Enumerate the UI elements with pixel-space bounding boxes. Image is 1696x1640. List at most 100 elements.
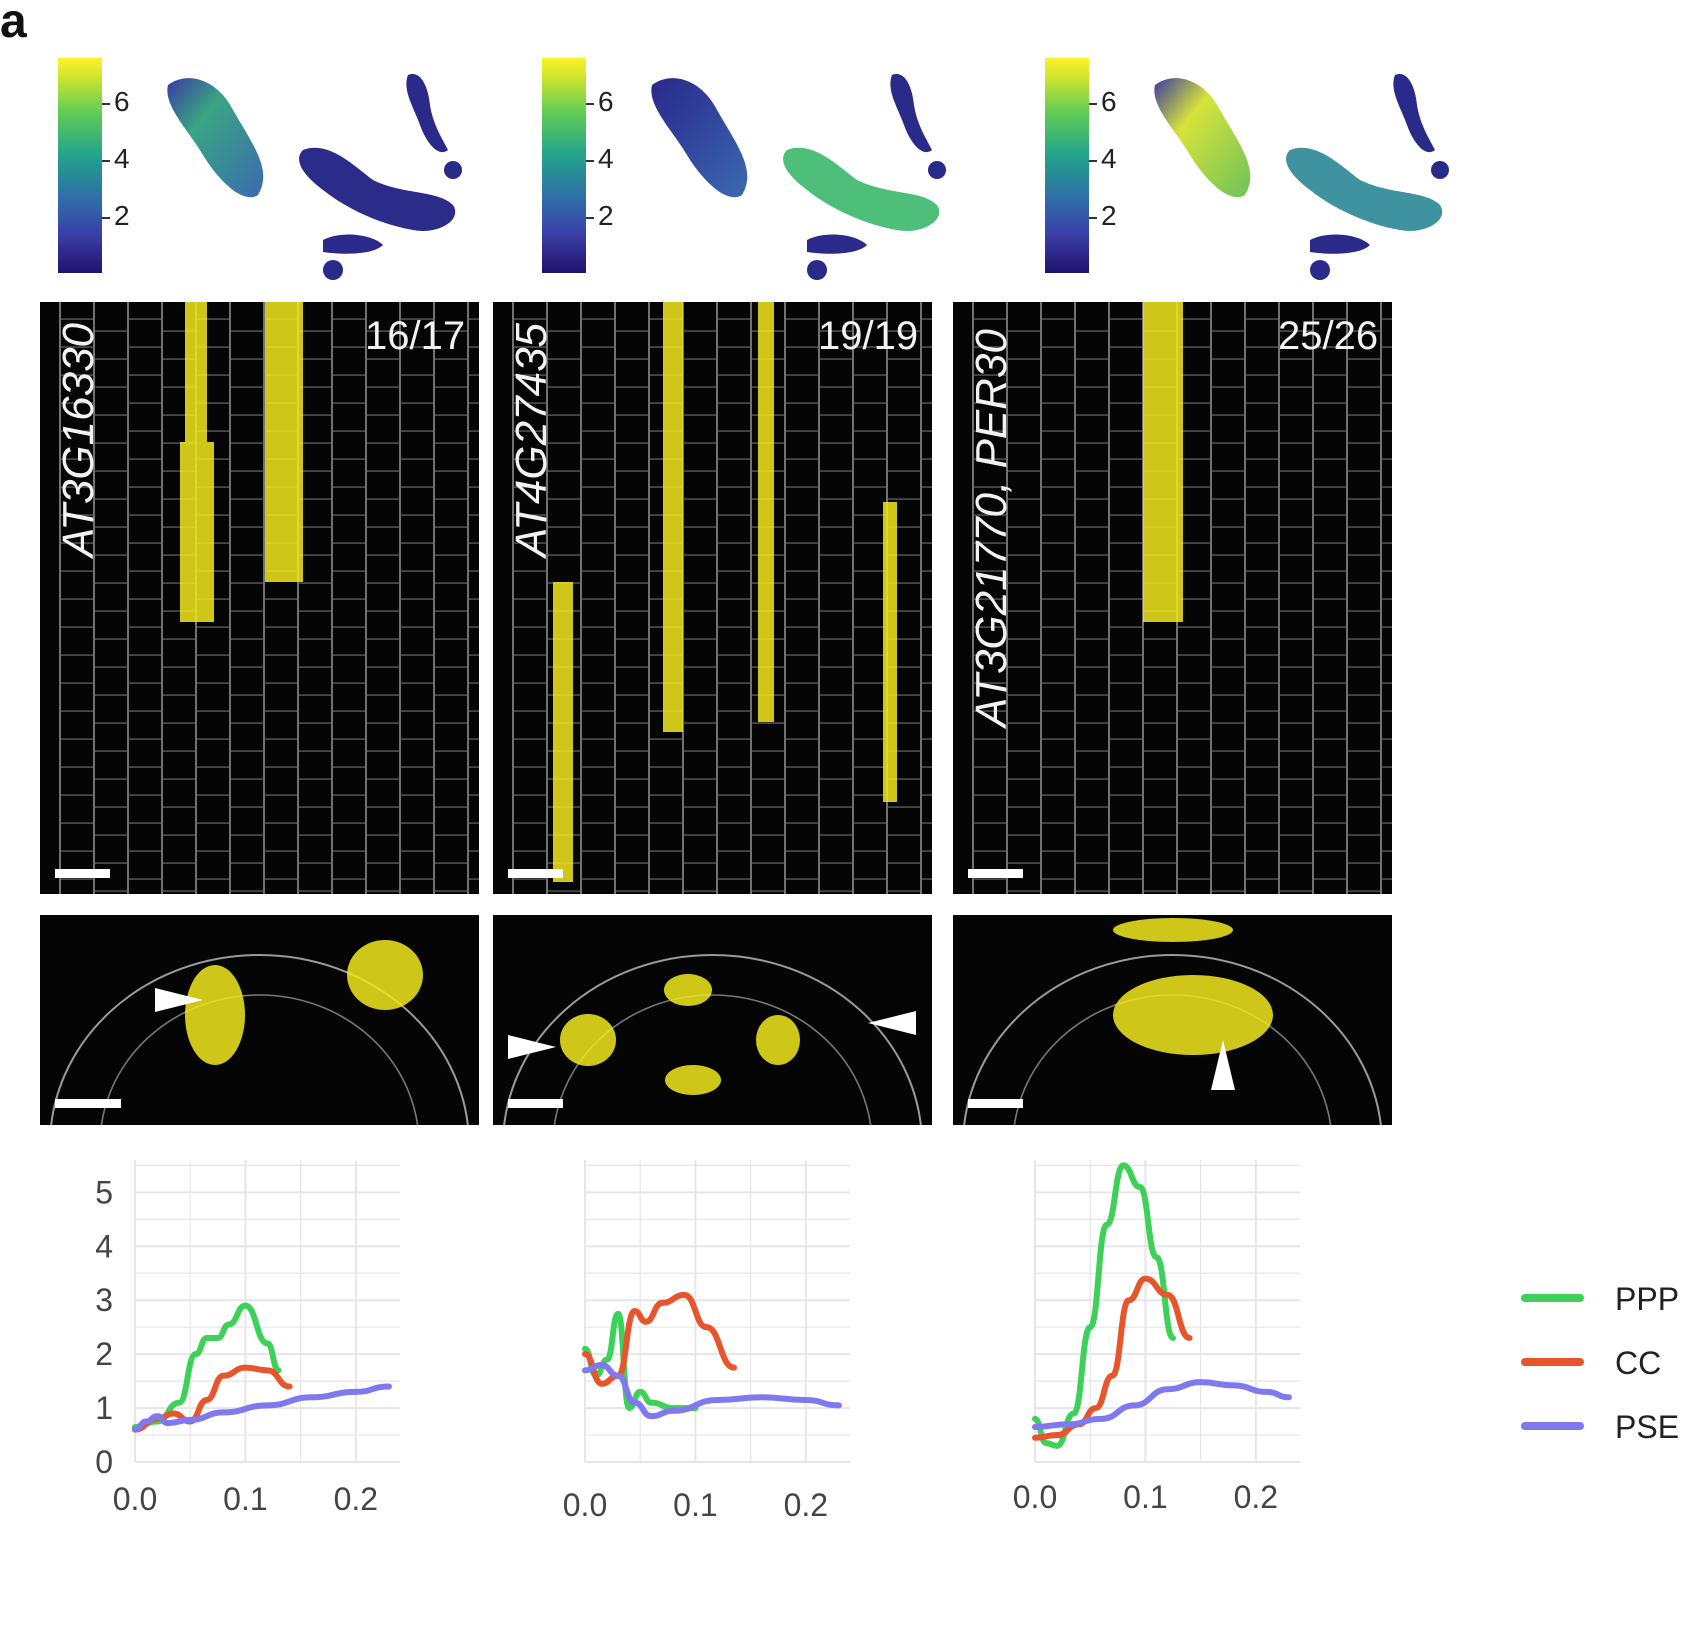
legend-label-cc: CC: [1615, 1345, 1661, 1381]
series-line-ppp: [582, 1310, 699, 1412]
x-tick-label: 0.2: [784, 1487, 828, 1523]
umap-cluster: [1154, 78, 1251, 198]
root-outline: [963, 954, 1382, 1125]
umap-cluster: [299, 147, 456, 231]
fluorescence-signal: [758, 302, 774, 722]
colorbar-tick: [1089, 103, 1097, 105]
fluorescence-signal: [560, 1014, 616, 1066]
umap-cluster: [323, 234, 383, 254]
colorbar-tick-label: 4: [1101, 143, 1117, 174]
legend-label-ppp: PPP: [1615, 1281, 1679, 1317]
colorbar-tick-label: 6: [598, 86, 614, 117]
x-tick-label: 0.1: [673, 1487, 717, 1523]
series-line-cc: [1032, 1275, 1193, 1441]
colorbar-tick-label: 4: [598, 143, 614, 174]
umap-cluster: [1310, 234, 1370, 254]
series-line-pse: [132, 1383, 392, 1433]
colorbar-tick-label: 4: [114, 143, 130, 174]
colorbar-tick: [586, 217, 594, 219]
chart-2: 0.0 0.1 0.2: [563, 1160, 850, 1523]
colorbar: [542, 58, 586, 273]
umap-cluster: [167, 78, 264, 198]
expression-charts: 0.0 0.1 0.2 0 1 2 3 4 5 0.0 0.1 0.2 0.0 0.1 0.2 PPP CC PS…: [95, 1160, 1679, 1523]
colorbar-tick: [102, 217, 110, 219]
umap-cluster: [890, 74, 932, 153]
fluorescence-signal: [185, 302, 207, 442]
cell-wall-pattern: [59, 302, 479, 894]
arrowhead-marker: [508, 1035, 556, 1059]
fluorescence-signal: [756, 1015, 800, 1065]
colorbar-tick: [102, 160, 110, 162]
colorbar-tick: [102, 103, 110, 105]
umap-cluster: [783, 147, 940, 231]
series-line-pse: [1032, 1379, 1292, 1430]
x-tick-label: 0.1: [1123, 1479, 1167, 1515]
umap-cluster: [1431, 161, 1449, 179]
colorbar: [58, 58, 102, 273]
colorbar-tick: [1089, 160, 1097, 162]
panel-letter: a: [0, 0, 27, 48]
sample-count: 16/17: [365, 314, 466, 358]
y-tick-label: 4: [95, 1228, 113, 1264]
series-line-ppp: [1032, 1162, 1177, 1449]
umap-cluster: [1310, 260, 1330, 280]
fluorescence-signal: [663, 302, 683, 732]
umap-scatter: [167, 74, 462, 280]
fluorescence-signal: [185, 965, 245, 1065]
umap-cluster: [651, 78, 748, 198]
fluorescence-signal: [180, 442, 214, 622]
x-tick-label: 0.0: [563, 1487, 607, 1523]
chart-1: 0.0 0.1 0.2 0 1 2 3 4 5: [95, 1160, 400, 1517]
umap-cluster: [444, 161, 462, 179]
umap-cluster: [807, 260, 827, 280]
umap-scatter: [1154, 74, 1449, 280]
x-tick-label: 0.2: [334, 1481, 378, 1517]
umap-scatter: [651, 74, 946, 280]
colorbar-tick-label: 6: [1101, 86, 1117, 117]
root-outline: [553, 994, 872, 1125]
y-tick-label: 5: [95, 1174, 113, 1210]
fluorescence-signal: [665, 1065, 721, 1095]
arrowhead-marker: [155, 988, 203, 1012]
arrowhead-marker: [868, 1011, 916, 1035]
colorbar-tick-label: 2: [598, 200, 614, 231]
root-outline: [50, 954, 469, 1125]
chart-3: 0.0 0.1 0.2: [1013, 1160, 1300, 1515]
root-outline: [503, 954, 922, 1125]
legend-label-pse: PSE: [1615, 1409, 1679, 1445]
root-outline: [100, 994, 419, 1125]
umap-cluster: [406, 74, 448, 153]
y-tick-label: 0: [95, 1444, 113, 1480]
scale-bar: [55, 1099, 121, 1108]
cross-section-micrograph: [40, 915, 479, 1125]
arrowhead-marker: [1211, 1040, 1235, 1090]
colorbar-tick-label: 2: [114, 200, 130, 231]
scale-bar: [968, 869, 1023, 878]
colorbar-tick: [586, 160, 594, 162]
colorbar: [1045, 58, 1089, 273]
colorbar-tick: [1089, 217, 1097, 219]
series-line-pse: [582, 1361, 842, 1420]
cell-wall-pattern: [972, 302, 1392, 894]
x-tick-label: 0.0: [1013, 1479, 1057, 1515]
umap-cluster: [1393, 74, 1435, 153]
cross-section-micrograph: [493, 915, 932, 1125]
colorbar-tick-label: 6: [114, 86, 130, 117]
longitudinal-micrograph: [40, 302, 479, 894]
colorbar-tick-label: 2: [1101, 200, 1117, 231]
gene-label: AT3G21770, PER30: [967, 329, 1016, 727]
gene-label: AT3G16330: [54, 322, 103, 557]
cell-wall-pattern: [512, 302, 932, 894]
series-line-cc: [132, 1364, 293, 1433]
scale-bar: [508, 1099, 563, 1108]
fluorescence-signal: [664, 974, 712, 1006]
scale-bar: [968, 1099, 1023, 1108]
x-tick-label: 0.0: [113, 1481, 157, 1517]
sample-count: 25/26: [1278, 314, 1379, 358]
fluorescence-signal: [265, 302, 303, 582]
longitudinal-micrograph: [493, 302, 932, 894]
x-tick-label: 0.1: [223, 1481, 267, 1517]
sample-count: 19/19: [818, 314, 919, 358]
fluorescence-signal: [347, 940, 423, 1010]
x-tick-label: 0.2: [1234, 1479, 1278, 1515]
